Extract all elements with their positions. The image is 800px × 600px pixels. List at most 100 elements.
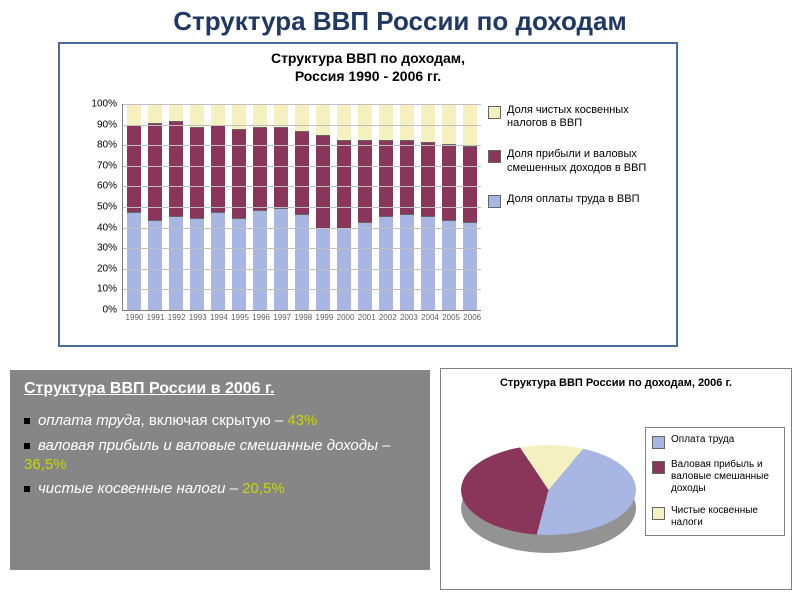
summary-line: чистые косвенные налоги – 20,5%	[24, 480, 416, 499]
pie-wrap	[461, 427, 636, 557]
y-tick: 40%	[77, 222, 117, 233]
y-tick: 20%	[77, 263, 117, 274]
bar-x-labels: 1990199119921993199419951996199719981999…	[122, 313, 481, 331]
summary-text-a: оплата труда	[38, 412, 141, 429]
bar-segment-labor	[127, 212, 141, 310]
summary-items: оплата труда, включая скрытую – 43% валов…	[24, 412, 416, 499]
bar-segment-labor	[169, 216, 183, 310]
pie-legend: Оплата труда Валовая прибыль и валовые см…	[645, 427, 785, 536]
summary-pct: 43%	[287, 412, 317, 429]
x-label: 1999	[316, 313, 330, 331]
bar-segment-labor	[421, 216, 435, 310]
bar-segment-profit	[190, 127, 204, 217]
bar-segment-profit	[358, 140, 372, 222]
bar-segment-profit	[211, 125, 225, 211]
gridline	[123, 228, 481, 229]
pie-legend-swatch	[652, 507, 665, 520]
bar-chart-title: Структура ВВП по доходам, Россия 1990 - …	[60, 44, 676, 93]
y-tick: 100%	[77, 99, 117, 110]
y-tick: 10%	[77, 284, 117, 295]
pie-legend-item: Чистые косвенные налоги	[652, 505, 778, 529]
summary-text-a: валовая прибыль и валовые смешанные дохо…	[38, 437, 391, 454]
bar-segment-tax	[358, 104, 372, 140]
pie-legend-item: Валовая прибыль и валовые смешанные дохо…	[652, 459, 778, 495]
bar-segment-profit	[379, 140, 393, 216]
pie-legend-item: Оплата труда	[652, 434, 778, 449]
bar-segment-tax	[295, 104, 309, 131]
gridline	[123, 186, 481, 187]
bar-segment-profit	[148, 123, 162, 219]
bar-segment-profit	[253, 127, 267, 209]
y-tick: 80%	[77, 140, 117, 151]
pie-chart-title: Структура ВВП России по доходам, 2006 г.	[441, 369, 791, 395]
bar-segment-profit	[400, 140, 414, 214]
summary-text-a: чистые косвенные налоги	[38, 480, 225, 497]
legend-label: Доля чистых косвенных налогов в ВВП	[507, 104, 670, 130]
bar-segment-tax	[148, 104, 162, 123]
x-label: 1996	[252, 313, 266, 331]
bar-segment-tax	[127, 104, 141, 125]
bar-segment-profit	[232, 129, 246, 217]
x-label: 2000	[337, 313, 351, 331]
summary-panel: Структура ВВП России в 2006 г. оплата тр…	[10, 370, 430, 570]
pie-legend-label: Оплата труда	[671, 434, 734, 446]
summary-title: Структура ВВП России в 2006 г.	[24, 380, 416, 398]
bar-plot-area: 0%10%20%30%40%50%60%70%80%90%100%	[122, 104, 481, 311]
y-tick: 50%	[77, 202, 117, 213]
summary-line: оплата труда, включая скрытую – 43%	[24, 412, 416, 431]
legend-swatch	[488, 106, 501, 119]
legend-item: Доля прибыли и валовых смешенных доходов…	[488, 148, 670, 174]
summary-text-b: –	[225, 480, 242, 497]
x-label: 2004	[421, 313, 435, 331]
y-tick: 70%	[77, 160, 117, 171]
bar-segment-tax	[400, 104, 414, 140]
bar-segment-labor	[211, 212, 225, 310]
gridline	[123, 207, 481, 208]
x-label: 1992	[168, 313, 182, 331]
bullet-icon	[24, 443, 30, 449]
pie-legend-swatch	[652, 461, 665, 474]
pie-chart-panel: Структура ВВП России по доходам, 2006 г.…	[440, 368, 792, 590]
bar-segment-tax	[421, 104, 435, 142]
bar-legend: Доля чистых косвенных налогов в ВВП Доля …	[488, 104, 670, 226]
bar-segment-profit	[463, 146, 477, 222]
bar-segment-profit	[442, 144, 456, 220]
summary-pct: 20,5%	[242, 480, 285, 497]
legend-swatch	[488, 150, 501, 163]
legend-swatch	[488, 195, 501, 208]
x-label: 2006	[463, 313, 477, 331]
y-tick: 0%	[77, 305, 117, 316]
bar-segment-labor	[148, 220, 162, 310]
y-tick: 30%	[77, 243, 117, 254]
gridline	[123, 166, 481, 167]
bullet-icon	[24, 486, 30, 492]
x-label: 2002	[379, 313, 393, 331]
bullet-icon	[24, 418, 30, 424]
legend-item: Доля оплаты труда в ВВП	[488, 193, 670, 208]
pie-face	[461, 445, 636, 535]
legend-label: Доля прибыли и валовых смешенных доходов…	[507, 148, 670, 174]
bar-segment-labor	[253, 210, 267, 310]
x-label: 1997	[273, 313, 287, 331]
y-tick: 60%	[77, 181, 117, 192]
bar-segment-profit	[316, 135, 330, 227]
x-label: 2003	[400, 313, 414, 331]
pie-legend-label: Чистые косвенные налоги	[671, 505, 778, 529]
x-label: 1991	[147, 313, 161, 331]
summary-line: валовая прибыль и валовые смешанные дохо…	[24, 437, 416, 475]
bar-segment-tax	[169, 104, 183, 121]
bar-segment-tax	[316, 104, 330, 135]
bar-segment-labor	[358, 222, 372, 310]
gridline	[123, 145, 481, 146]
gridline	[123, 248, 481, 249]
pie-legend-swatch	[652, 436, 665, 449]
x-label: 2001	[358, 313, 372, 331]
bar-segment-labor	[274, 208, 288, 311]
legend-item: Доля чистых косвенных налогов в ВВП	[488, 104, 670, 130]
gridline	[123, 125, 481, 126]
bar-segment-labor	[232, 218, 246, 310]
gridline	[123, 269, 481, 270]
bar-segment-profit	[127, 125, 141, 211]
x-label: 1993	[189, 313, 203, 331]
gridline	[123, 104, 481, 105]
